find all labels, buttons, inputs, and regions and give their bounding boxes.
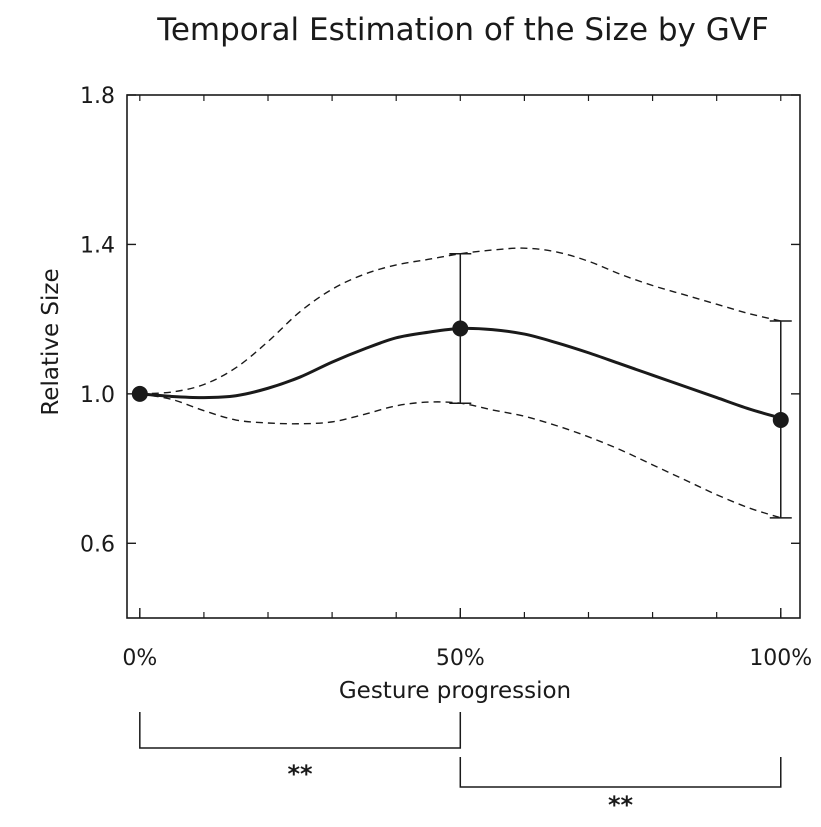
x-tick-label: 100%	[749, 646, 812, 671]
significance-brackets: ** **	[139, 712, 782, 819]
x-tick-label: 0%	[122, 646, 157, 671]
data-point	[131, 385, 148, 402]
data-point	[452, 320, 469, 337]
significance-label: **	[608, 791, 634, 819]
y-tick-label: 1.0	[80, 383, 115, 408]
significance-label: **	[288, 760, 314, 788]
x-tick-label: 50%	[436, 646, 485, 671]
chart-title: Temporal Estimation of the Size by GVF	[156, 12, 769, 48]
error-bars	[449, 253, 792, 519]
significance-bracket	[459, 757, 782, 788]
plot-frame	[126, 94, 801, 619]
y-axis-label: Relative Size	[38, 268, 64, 415]
y-tick-label: 1.4	[80, 233, 115, 258]
data-point	[772, 412, 789, 429]
y-tick-label: 1.8	[80, 84, 115, 109]
lower-series-line	[139, 393, 781, 519]
significance-bracket	[139, 712, 462, 749]
upper-series-line	[139, 247, 781, 395]
y-tick-label: 0.6	[80, 532, 115, 557]
axis-ticks: 0.6 1.0 1.4 1.8 0% 50% 100%	[80, 84, 812, 671]
x-axis-label: Gesture progression	[339, 678, 571, 704]
data-points	[131, 320, 789, 429]
